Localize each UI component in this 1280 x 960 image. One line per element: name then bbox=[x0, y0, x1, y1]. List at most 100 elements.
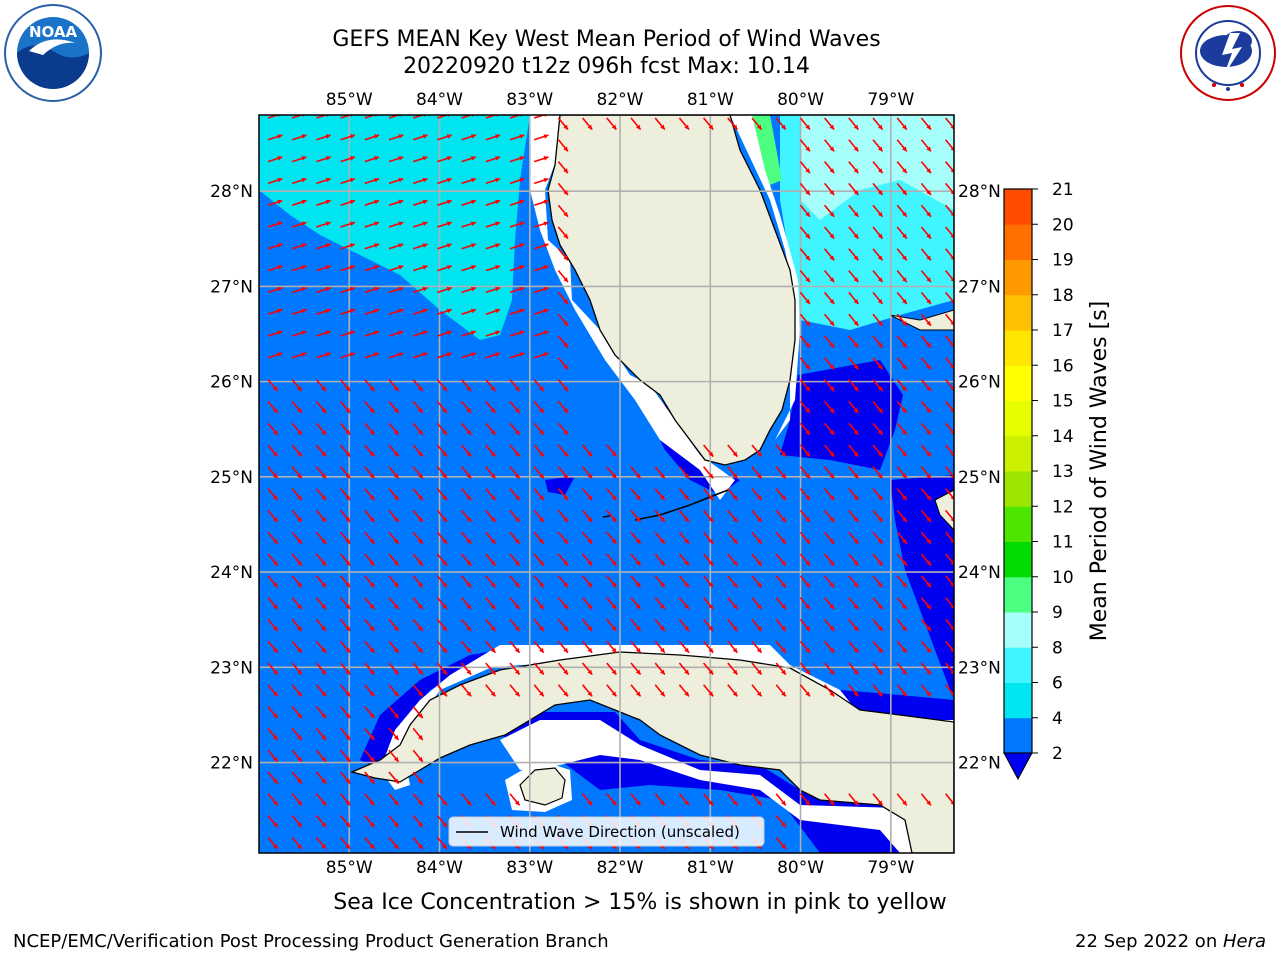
wind-arrow bbox=[364, 597, 375, 610]
wind-arrow bbox=[485, 444, 496, 458]
wind-arrow bbox=[920, 575, 932, 588]
wind-arrow bbox=[412, 308, 428, 315]
wind-arrow bbox=[291, 330, 307, 337]
wind-arrow bbox=[872, 466, 884, 479]
wind-arrow bbox=[848, 204, 859, 218]
wind-arrow bbox=[316, 221, 331, 228]
wind-arrow bbox=[823, 488, 835, 501]
lon-tick-bottom: 79°W bbox=[867, 858, 914, 878]
wind-arrow bbox=[509, 156, 525, 163]
wind-arrow bbox=[509, 793, 521, 806]
wind-arrow bbox=[872, 270, 884, 283]
wind-arrow bbox=[775, 466, 787, 479]
wind-arrow bbox=[848, 270, 859, 283]
wind-arrow bbox=[316, 330, 331, 337]
wind-arrow bbox=[267, 662, 279, 676]
wind-arrow bbox=[315, 597, 327, 610]
wind-arrow bbox=[920, 597, 932, 610]
colorbar-tick-label: 17 bbox=[1052, 321, 1074, 341]
wind-arrow bbox=[364, 330, 380, 337]
wind-arrow bbox=[339, 793, 351, 806]
wind-arrow bbox=[630, 531, 642, 545]
wind-arrow bbox=[388, 286, 404, 294]
wind-arrow bbox=[848, 793, 859, 806]
wind-arrow bbox=[436, 793, 448, 806]
wind-arrow bbox=[775, 444, 787, 458]
wind-arrow bbox=[364, 379, 375, 392]
wind-arrow bbox=[654, 597, 666, 610]
wind-arrow bbox=[339, 662, 351, 676]
wind-arrow bbox=[654, 466, 666, 479]
wind-arrow bbox=[509, 466, 521, 479]
noaa-logo-text: NOAA bbox=[29, 23, 78, 41]
wind-arrow bbox=[509, 400, 521, 414]
wind-arrow bbox=[557, 684, 569, 697]
wind-arrow bbox=[920, 379, 932, 392]
wind-arrow bbox=[872, 400, 884, 414]
wind-arrow bbox=[920, 291, 932, 305]
wind-arrow bbox=[823, 182, 835, 196]
wind-arrow bbox=[702, 444, 714, 458]
wind-arrow bbox=[340, 330, 356, 337]
wind-arrow bbox=[654, 640, 666, 654]
wind-arrow bbox=[315, 793, 327, 806]
wind-arrow bbox=[388, 379, 400, 392]
wind-arrow bbox=[823, 531, 835, 545]
wind-arrow bbox=[364, 771, 375, 785]
wind-arrow bbox=[388, 531, 400, 545]
wind-arrow bbox=[315, 749, 327, 763]
graticule bbox=[259, 115, 954, 853]
wind-wave-direction-arrows bbox=[267, 115, 954, 850]
wind-arrow bbox=[702, 466, 714, 479]
wind-arrow bbox=[388, 771, 400, 785]
wind-arrow bbox=[823, 575, 835, 588]
wind-arrow bbox=[557, 597, 569, 610]
wind-arrow bbox=[509, 286, 525, 294]
wind-arrow bbox=[388, 134, 404, 141]
wind-arrow bbox=[267, 749, 279, 763]
wind-arrow bbox=[388, 422, 400, 436]
wind-arrow bbox=[412, 749, 424, 763]
wind-arrow bbox=[267, 509, 279, 523]
colorbar-tick-label: 6 bbox=[1052, 674, 1063, 694]
wind-arrow bbox=[388, 308, 404, 315]
wind-arrow bbox=[412, 466, 424, 479]
wind-arrow bbox=[872, 509, 884, 523]
wind-arrow bbox=[872, 553, 884, 567]
wind-arrow bbox=[606, 509, 617, 523]
wind-arrow bbox=[751, 444, 763, 458]
wind-arrow bbox=[751, 553, 763, 567]
wind-arrow bbox=[533, 308, 549, 315]
wind-arrow bbox=[799, 117, 811, 131]
wind-arrow bbox=[339, 379, 351, 392]
wind-arrow bbox=[316, 265, 331, 272]
wind-arrow bbox=[436, 575, 448, 588]
wind-arrow bbox=[267, 400, 279, 414]
wind-arrow bbox=[920, 248, 932, 261]
wind-arrow bbox=[460, 444, 472, 458]
wind-arrow bbox=[485, 199, 501, 206]
wind-arrow bbox=[872, 379, 884, 392]
wind-arrow bbox=[364, 177, 380, 185]
wind-arrow bbox=[557, 466, 569, 479]
wind-arrow bbox=[267, 156, 283, 163]
wind-arrow bbox=[775, 815, 787, 828]
field-9-10s-coast bbox=[752, 115, 782, 185]
wind-arrow bbox=[485, 352, 501, 359]
wind-arrow bbox=[291, 379, 303, 392]
wind-arrow bbox=[316, 308, 331, 315]
wind-arrow bbox=[267, 771, 279, 785]
wind-arrow bbox=[920, 553, 932, 567]
wind-arrow bbox=[920, 509, 932, 523]
wind-arrow bbox=[267, 684, 279, 697]
wind-arrow bbox=[896, 226, 908, 240]
wind-arrow bbox=[581, 117, 593, 131]
wind-arrow bbox=[412, 575, 424, 588]
wind-arrow bbox=[485, 509, 496, 523]
wind-arrow bbox=[606, 597, 617, 610]
wind-arrow bbox=[364, 815, 375, 828]
land-andros bbox=[934, 489, 954, 531]
wind-arrow bbox=[606, 575, 617, 588]
wind-arrow bbox=[872, 531, 884, 545]
